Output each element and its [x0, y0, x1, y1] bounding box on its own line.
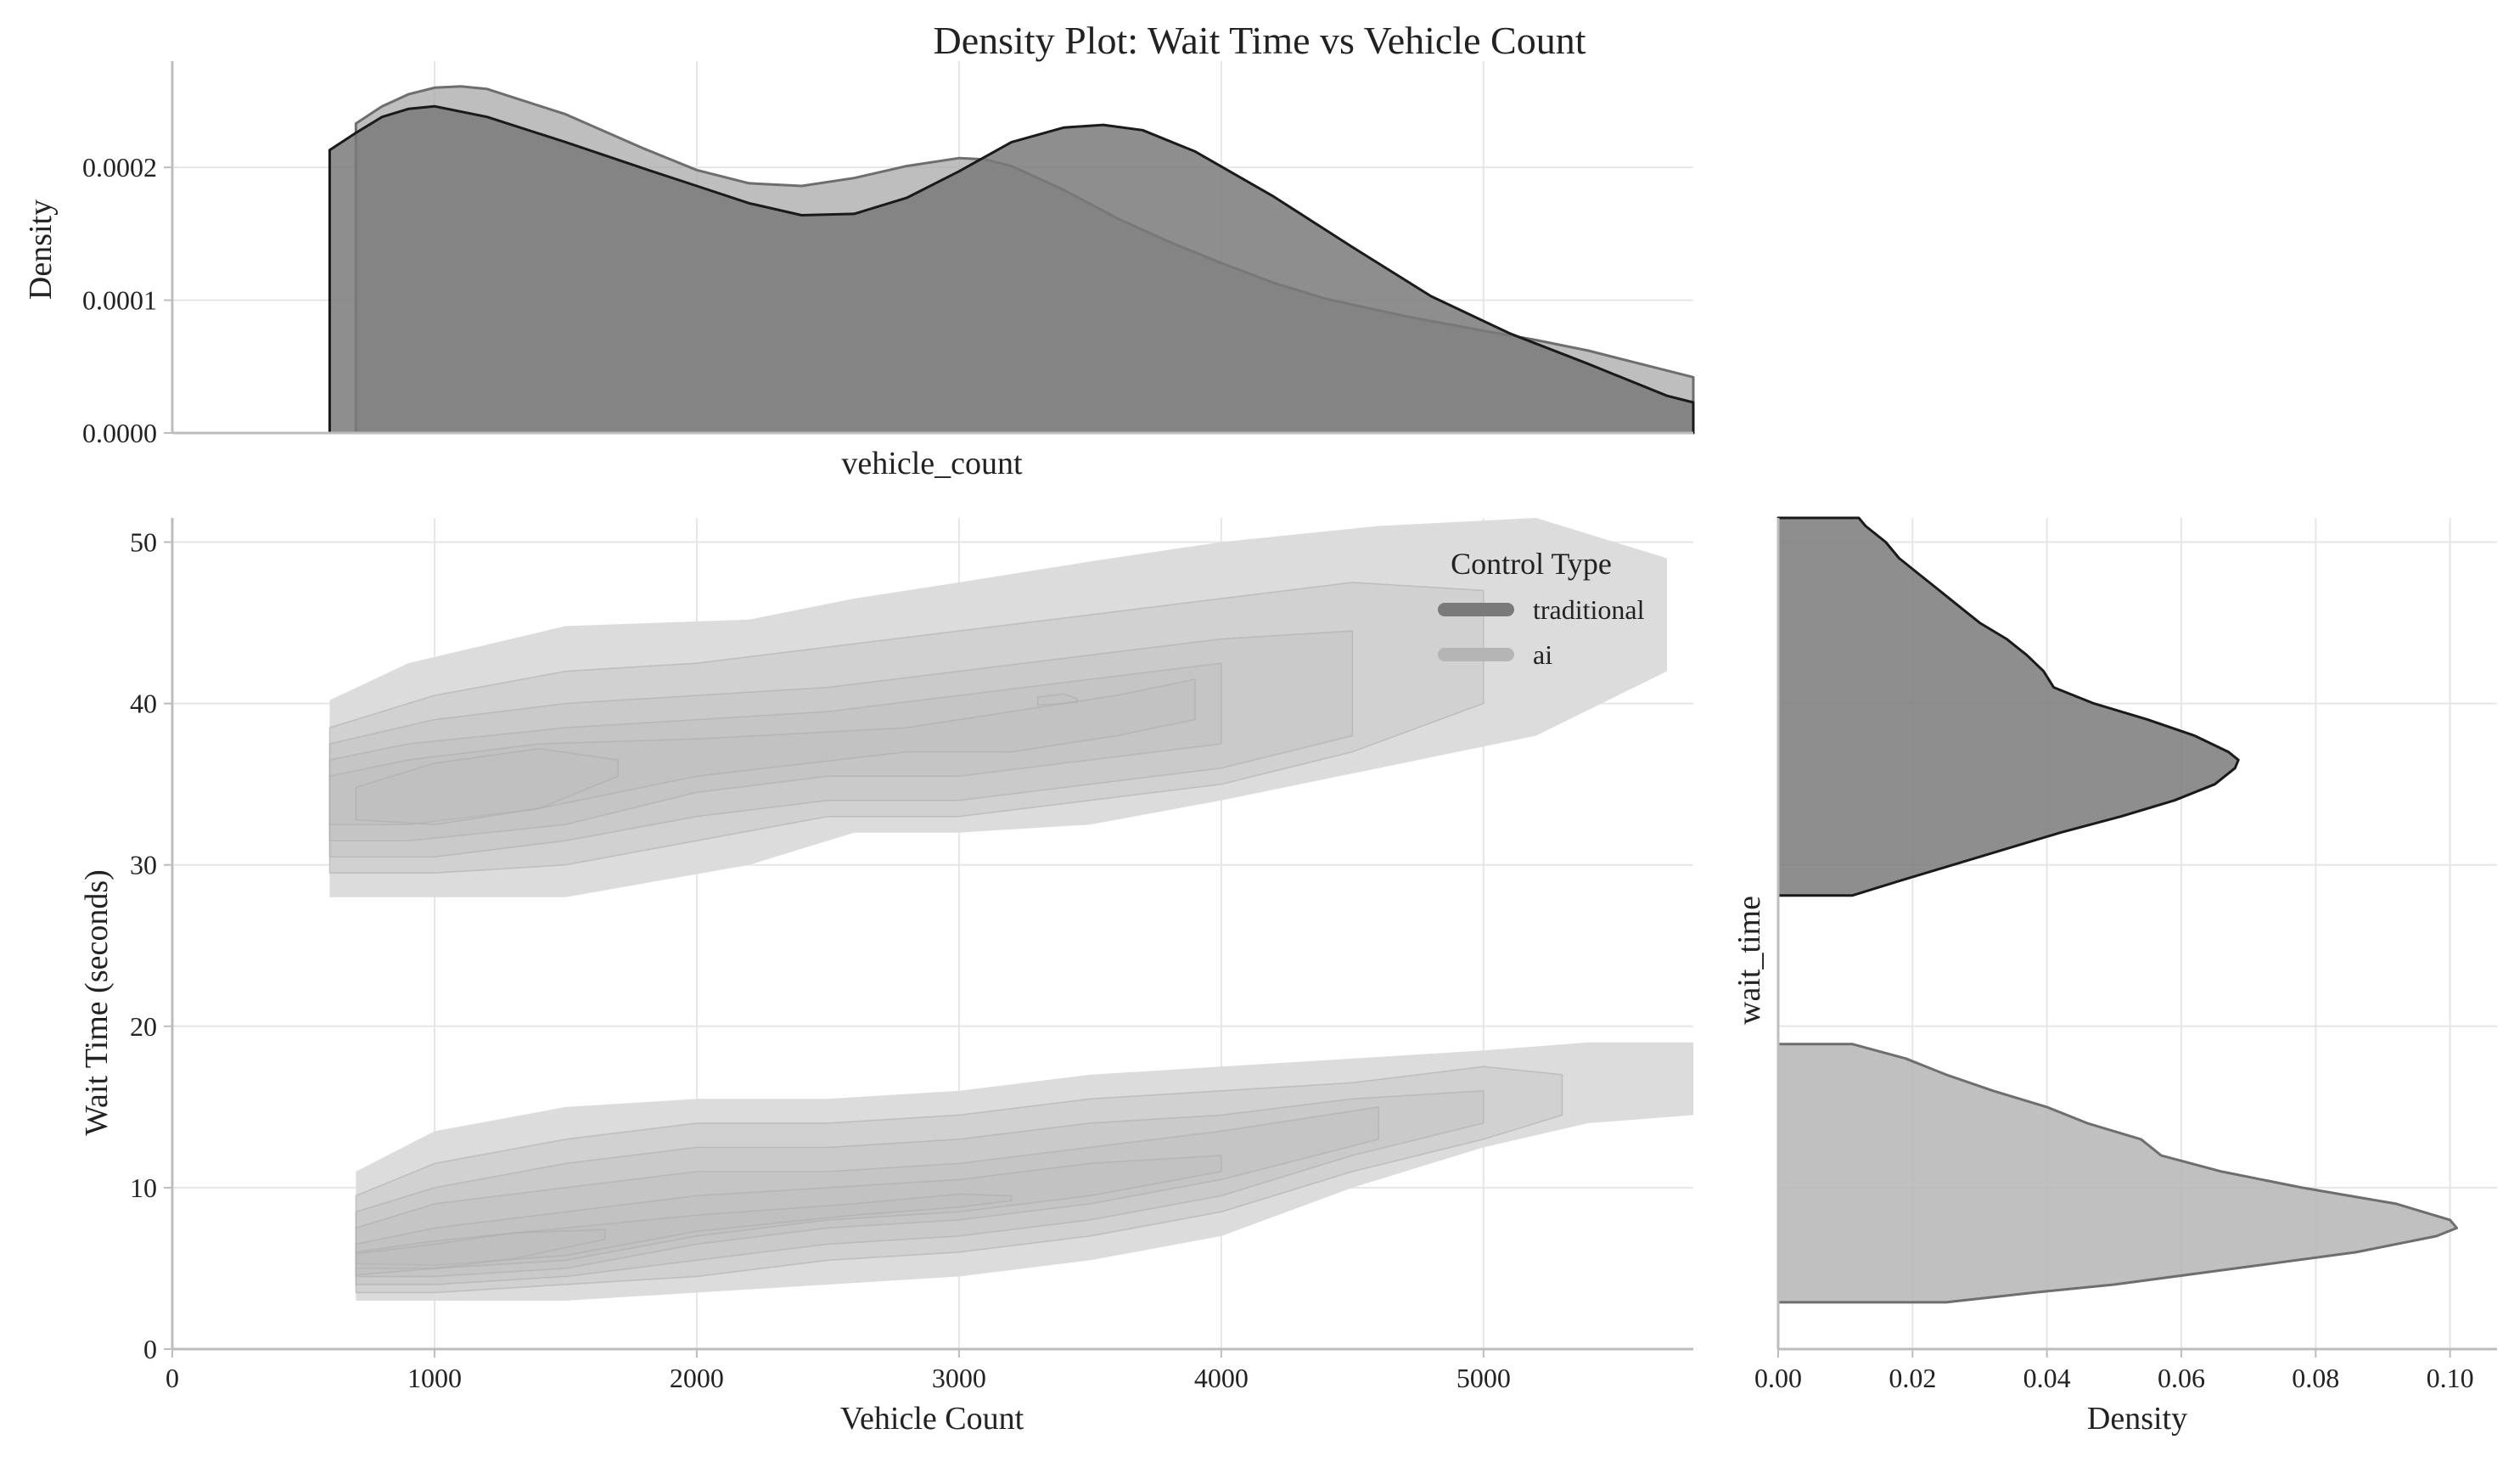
main-x-tick-label: 3000 [932, 1363, 986, 1393]
legend-label-traditional: traditional [1533, 594, 1645, 625]
top-y-axis-label: Density [23, 200, 59, 300]
right-x-tick-label: 0.00 [1754, 1363, 1802, 1393]
contour-ai-level-5 [355, 1193, 1013, 1266]
right-density-ai [1776, 1043, 2458, 1304]
contour-ai-level-4 [355, 1155, 1222, 1269]
main-y-tick-label: 0 [143, 1334, 157, 1364]
top-marginal-panel: 0.0000 0.0001 0.0002 vehicle_count Density [23, 61, 1695, 481]
contour-ai-level-6 [355, 1229, 606, 1276]
contour-traditional-level-0 [329, 518, 1668, 897]
main-x-axis-label: Vehicle Count [840, 1401, 1024, 1437]
legend: Control Type traditional ai [1438, 547, 1645, 670]
legend-label-ai: ai [1533, 639, 1552, 670]
right-x-tick-label: 0.02 [1889, 1363, 1936, 1393]
right-density-traditional [1776, 516, 2240, 897]
main-x-tick-label: 5000 [1456, 1363, 1511, 1393]
right-x-tick-label: 0.04 [2023, 1363, 2071, 1393]
contour-traditional-level-5 [355, 748, 619, 825]
contour-traditional-level-3 [328, 662, 1222, 841]
contour-ai-level-3 [355, 1106, 1379, 1278]
contour-traditional-level-6 [1036, 693, 1078, 706]
contour-traditional-level-2 [328, 630, 1354, 858]
right-x-tick-label: 0.06 [2158, 1363, 2205, 1393]
main-y-tick-label: 20 [130, 1011, 157, 1042]
main-x-tick-label: 2000 [670, 1363, 724, 1393]
contour-ai-level-2 [355, 1090, 1484, 1285]
right-y-axis-label: wait_time [1731, 896, 1767, 1025]
right-x-tick-label: 0.08 [2292, 1363, 2339, 1393]
main-y-tick-label: 30 [130, 850, 157, 880]
top-density-traditional [328, 104, 1695, 435]
top-y-tick-label: 0.0001 [82, 285, 157, 316]
main-x-tick-label: 4000 [1194, 1363, 1249, 1393]
top-y-tick-label: 0.0000 [82, 418, 157, 448]
main-y-tick-label: 50 [130, 527, 157, 558]
top-y-tick-label: 0.0002 [82, 152, 157, 183]
right-marginal-panel: 0.00 0.02 0.04 0.06 0.08 0.10 Density wait_ti… [1731, 516, 2497, 1437]
joint-kde-panel: 0 1000 2000 3000 4000 5000 0 10 20 30 40 50 Vehicle… [79, 518, 1693, 1437]
contour-traditional-level-4 [328, 678, 1196, 825]
main-y-axis-label: Wait Time (seconds) [79, 869, 115, 1136]
right-x-tick-label: 0.10 [2427, 1363, 2474, 1393]
main-x-tick-label: 1000 [407, 1363, 462, 1393]
main-x-tick-label: 0 [166, 1363, 179, 1393]
top-x-axis-label: vehicle_count [841, 446, 1023, 481]
legend-title: Control Type [1451, 547, 1612, 581]
main-y-tick-label: 10 [130, 1172, 157, 1203]
chart-title: Density Plot: Wait Time vs Vehicle Count [934, 19, 1586, 62]
main-y-tick-label: 40 [130, 689, 157, 719]
right-x-axis-label: Density [2087, 1401, 2187, 1437]
